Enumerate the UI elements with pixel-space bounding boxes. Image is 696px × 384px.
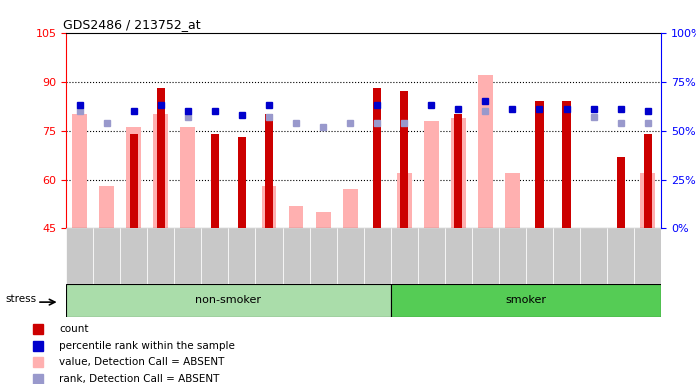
Bar [418, 228, 445, 284]
Bar [228, 228, 255, 284]
Bar [373, 88, 381, 228]
Bar [66, 284, 390, 317]
Bar [634, 228, 661, 284]
Bar [562, 101, 571, 228]
Text: percentile rank within the sample: percentile rank within the sample [59, 341, 235, 351]
Bar [310, 228, 337, 284]
Bar [211, 134, 219, 228]
Bar [126, 127, 141, 228]
Bar [553, 228, 580, 284]
Bar [363, 228, 390, 284]
Bar [120, 228, 148, 284]
Bar [505, 173, 520, 228]
Bar [397, 173, 411, 228]
Bar [180, 127, 196, 228]
Bar [238, 137, 246, 228]
Bar [157, 88, 165, 228]
Text: value, Detection Call = ABSENT: value, Detection Call = ABSENT [59, 358, 225, 367]
Bar [153, 114, 168, 228]
Bar [400, 91, 409, 228]
Bar [93, 228, 120, 284]
Bar [72, 114, 87, 228]
Bar [342, 189, 358, 228]
Bar [478, 75, 493, 228]
Bar [390, 284, 661, 317]
Bar [390, 228, 418, 284]
Bar [580, 228, 607, 284]
Bar [445, 228, 472, 284]
Bar [644, 134, 651, 228]
Bar [617, 157, 625, 228]
Bar [201, 228, 228, 284]
Bar [535, 101, 544, 228]
Text: GDS2486 / 213752_at: GDS2486 / 213752_at [63, 18, 200, 31]
Text: stress: stress [6, 294, 36, 304]
Bar [472, 228, 499, 284]
Text: count: count [59, 324, 88, 334]
Bar [526, 228, 553, 284]
Bar [454, 114, 462, 228]
Bar [316, 212, 331, 228]
Bar [451, 118, 466, 228]
Bar [283, 228, 310, 284]
Bar [499, 228, 526, 284]
Bar [174, 228, 201, 284]
Bar [640, 173, 655, 228]
Bar [289, 206, 303, 228]
Bar [607, 228, 634, 284]
Bar [100, 186, 114, 228]
Bar [255, 228, 283, 284]
Text: smoker: smoker [505, 295, 546, 306]
Bar [148, 228, 174, 284]
Text: non-smoker: non-smoker [196, 295, 262, 306]
Bar [337, 228, 364, 284]
Bar [424, 121, 438, 228]
Bar [262, 186, 276, 228]
Text: rank, Detection Call = ABSENT: rank, Detection Call = ABSENT [59, 374, 219, 384]
Bar [129, 134, 138, 228]
Bar [66, 228, 93, 284]
Bar [265, 114, 273, 228]
